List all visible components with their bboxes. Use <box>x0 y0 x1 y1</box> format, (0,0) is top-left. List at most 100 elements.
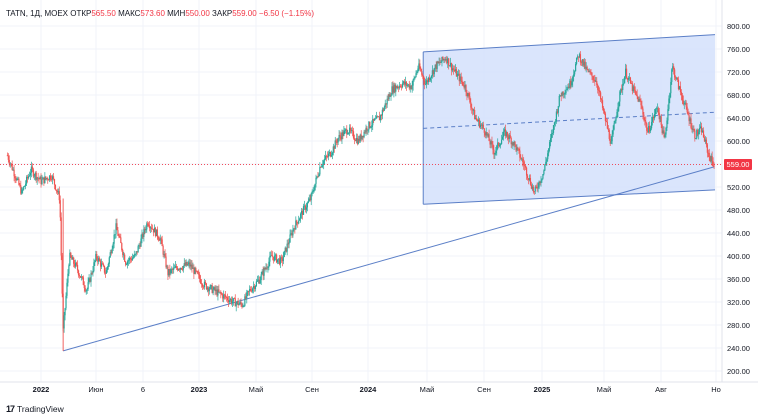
candle-body <box>652 117 655 119</box>
candle-body <box>51 176 54 180</box>
candle-body <box>257 279 259 281</box>
candle-body <box>247 290 249 293</box>
candle-body <box>176 268 179 271</box>
candle-body <box>618 101 620 108</box>
candle-body <box>406 85 408 86</box>
candle-body <box>529 177 532 185</box>
candle-body <box>628 77 631 79</box>
candle-body <box>316 176 318 178</box>
candle-body <box>213 287 215 290</box>
y-tick-label: 320.00 <box>727 298 750 307</box>
candle-body <box>415 73 417 77</box>
candle-body <box>217 289 219 296</box>
candle-body <box>16 178 18 181</box>
candle-body <box>136 251 138 253</box>
candle-body <box>694 130 696 139</box>
candle-body <box>324 158 326 161</box>
candle-body <box>48 179 50 181</box>
candle-body <box>104 272 107 274</box>
candle-body <box>187 263 189 266</box>
candle-body <box>266 267 268 269</box>
candle-body <box>683 103 685 105</box>
candle-body <box>654 109 657 115</box>
candle-body <box>31 166 33 170</box>
candle-body <box>518 148 520 151</box>
candle-body <box>577 56 580 58</box>
candle-body <box>549 142 551 149</box>
candle-body <box>50 175 52 180</box>
candle-body <box>570 80 572 86</box>
candle-body <box>268 261 270 268</box>
tradingview-logo[interactable]: 17 TradingView <box>6 404 64 414</box>
x-tick-label: Июн <box>88 385 103 394</box>
candle-body <box>580 62 582 64</box>
candle-body <box>500 139 503 145</box>
candle-body <box>164 253 166 257</box>
candle-body <box>56 190 58 193</box>
candle-body <box>139 245 141 247</box>
candle-body <box>260 274 262 281</box>
candle-body <box>301 210 304 215</box>
candle-body <box>101 263 104 265</box>
x-tick-label: Сен <box>305 385 319 394</box>
candle-body <box>379 115 382 121</box>
candle-body <box>298 220 300 224</box>
candle-body <box>202 286 205 288</box>
candle-body <box>325 155 328 157</box>
candle-body <box>527 178 530 181</box>
candle-body <box>114 234 116 236</box>
candle-body <box>583 61 585 66</box>
y-tick-label: 400.00 <box>727 252 750 261</box>
candle-body <box>469 96 471 103</box>
candle-body <box>484 132 486 136</box>
candle-body <box>22 189 24 191</box>
candle-body <box>46 178 48 180</box>
candle-body <box>241 304 243 307</box>
candle-body <box>331 152 333 156</box>
candle-body <box>520 157 522 159</box>
candle-body <box>451 68 454 71</box>
candle-body <box>258 279 260 284</box>
candle-body <box>430 75 432 79</box>
candle-body <box>218 289 220 292</box>
candle-body <box>390 95 392 97</box>
candle-body <box>78 275 81 277</box>
candle-body <box>193 267 195 274</box>
candle-body <box>620 88 622 92</box>
candle-body <box>96 254 98 259</box>
candle-body <box>83 285 85 289</box>
y-tick-label: 240.00 <box>727 344 750 353</box>
candle-body <box>486 132 488 136</box>
candle-body <box>180 268 182 270</box>
candle-body <box>275 254 278 263</box>
candle-body <box>679 86 682 93</box>
candle-body <box>698 132 700 135</box>
candle-body <box>321 165 323 168</box>
candle-body <box>609 138 611 144</box>
candle-body <box>263 268 265 276</box>
candle-body <box>235 303 237 307</box>
candle-body <box>277 258 280 260</box>
candle-body <box>108 257 110 264</box>
candle-body <box>131 258 133 261</box>
candle-body <box>286 243 288 252</box>
x-tick-label: Сен <box>477 385 491 394</box>
candle-body <box>634 90 636 92</box>
candle-body <box>342 132 344 136</box>
candle-body <box>306 202 308 208</box>
candle-body <box>395 85 397 92</box>
candle-body <box>356 138 358 144</box>
chart-legend: TATN, 1Д, MOEX ОТКР565.50 МАКС573.60 МИН… <box>6 9 314 18</box>
candle-body <box>462 82 464 86</box>
candle-body <box>284 247 286 251</box>
candle-body <box>183 263 185 266</box>
candle-body <box>424 80 426 85</box>
candle-body <box>625 68 627 77</box>
candle-body <box>352 131 355 139</box>
candle-body <box>115 223 117 235</box>
candle-body <box>623 83 625 85</box>
candle-body <box>672 66 674 70</box>
candle-body <box>255 281 257 286</box>
candle-body <box>676 77 679 80</box>
